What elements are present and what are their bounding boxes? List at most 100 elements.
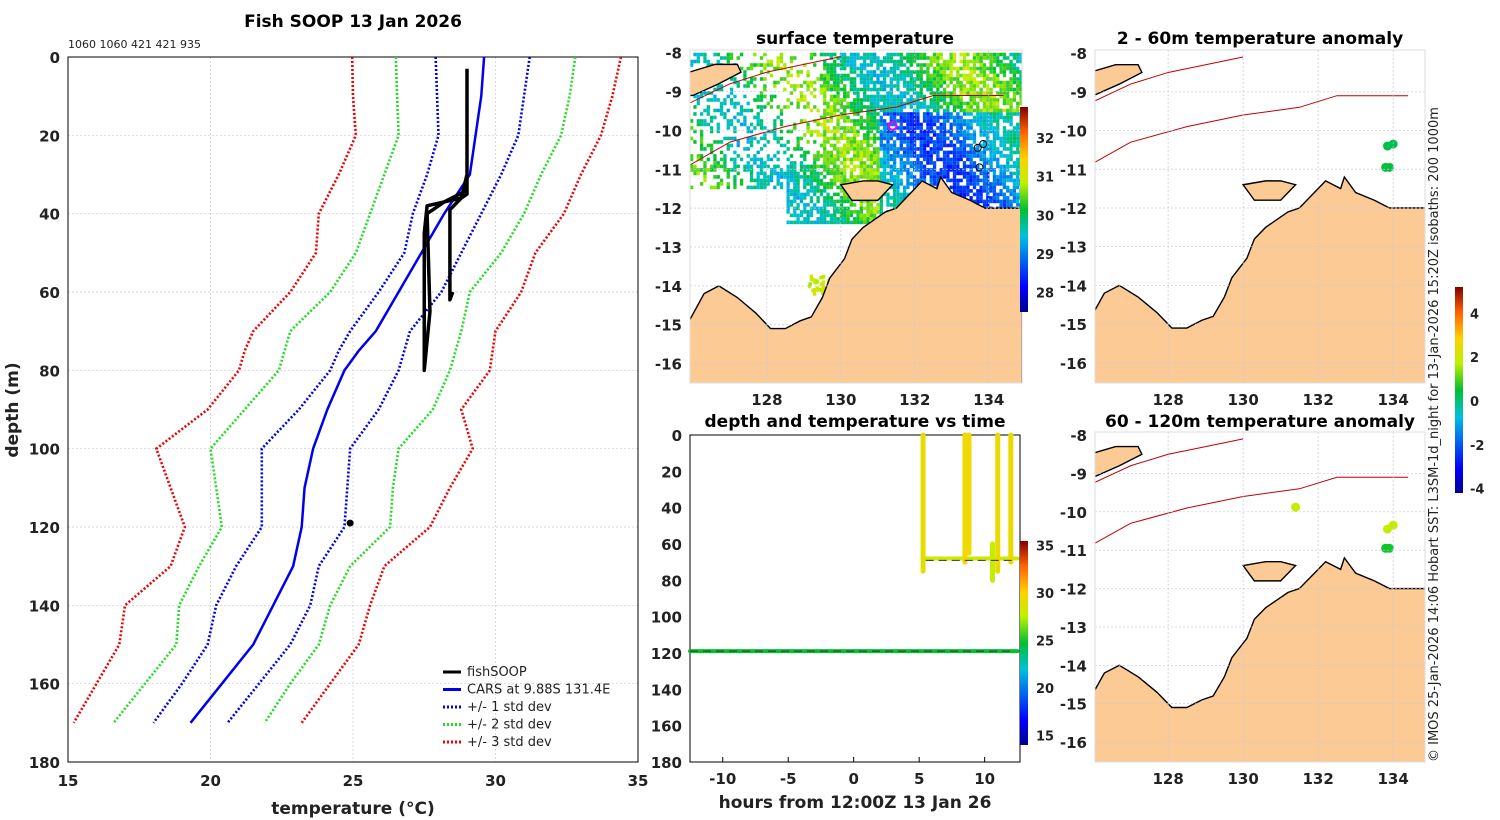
sst-pixel (769, 105, 774, 109)
sst-pixel (962, 161, 967, 165)
sst-pixel (816, 108, 820, 113)
sst-pixel (959, 66, 963, 71)
sst-pixel (889, 168, 893, 172)
sst-pixel (829, 52, 834, 57)
sst-pixel (902, 161, 907, 165)
sst-pixel (916, 108, 920, 113)
sst-pixel (773, 133, 777, 137)
sst-pixel (909, 129, 913, 134)
sst-pixel (919, 129, 923, 134)
sst-pixel (746, 84, 750, 88)
sst-pixel (856, 157, 860, 162)
sst-pixel (789, 56, 794, 60)
sst-pixel (929, 98, 933, 102)
island-land (1241, 180, 1297, 201)
anomaly-point (1384, 162, 1394, 172)
sst-pixel (952, 175, 957, 179)
sst-pixel (829, 150, 834, 155)
sst-pixel (982, 119, 987, 123)
sst-pixel (956, 94, 960, 99)
sst-pixel (892, 143, 897, 148)
sst-pixel (856, 133, 860, 137)
sst-pixel (823, 73, 827, 78)
sst-pixel (866, 140, 870, 144)
sst-pixel (889, 87, 893, 92)
sst-pixel (873, 73, 877, 78)
sst-pixel (807, 284, 812, 289)
sst-pixel (932, 171, 937, 176)
sst-pixel (1009, 178, 1013, 183)
sst-pixel (982, 129, 987, 134)
sst-pixel (989, 185, 993, 190)
sst-pixel (959, 84, 963, 88)
sst-pixel (906, 73, 910, 78)
sst-pixel (823, 87, 827, 92)
sst-pixel (719, 164, 724, 169)
sst-pixel (966, 112, 970, 116)
sst-pixel (1016, 136, 1020, 141)
sst-pixel (902, 73, 907, 78)
sst-pixel (886, 129, 890, 134)
sst-pixel (823, 122, 827, 127)
std-line-upper (226, 56, 531, 724)
sst-pixel (929, 161, 933, 165)
sst-pixel (916, 56, 920, 60)
sst-pixel (769, 175, 774, 179)
sst-pixel (1002, 73, 1007, 78)
sst-pixel (693, 59, 697, 64)
sst-pixel (976, 150, 980, 155)
sst-pixel (909, 56, 913, 60)
sst-pixel (779, 171, 784, 176)
sst-pixel (876, 171, 880, 176)
sst-pixel (992, 105, 997, 109)
sst-pixel (952, 115, 957, 120)
sst-pixel (979, 122, 983, 127)
sst-pixel (932, 175, 937, 179)
sst-pixel (866, 217, 870, 221)
sst-pixel (979, 52, 983, 57)
sst-pixel (906, 122, 910, 127)
sst-pixel (703, 164, 707, 169)
anomaly-colorbar-label: 0 (1470, 395, 1479, 410)
sst-pixel (979, 87, 983, 92)
sst-pixel (899, 63, 903, 67)
sst-pixel (949, 80, 953, 85)
sst-pixel (1002, 115, 1007, 120)
sst-pixel (949, 164, 953, 169)
sst-pixel (849, 140, 854, 144)
sst-pixel (812, 278, 816, 282)
lon-tick-label: 134 (1377, 770, 1408, 788)
sst-pixel (766, 101, 770, 106)
sst-pixel (816, 288, 820, 292)
sst-pixel (1012, 80, 1017, 85)
sst-pixel (759, 147, 764, 151)
sst-pixel (956, 70, 960, 74)
anomaly-top-title: 2 - 60m temperature anomaly (1117, 29, 1403, 49)
sst-pixel (879, 164, 883, 169)
sst-pixel (979, 178, 983, 183)
sst-pixel (823, 143, 827, 148)
sst-pixel (690, 168, 694, 172)
sst-pixel (966, 66, 970, 71)
sst-pixel (843, 87, 847, 92)
sst-pixel (982, 94, 987, 99)
sst-pixel (853, 157, 857, 162)
sst-pixel (982, 122, 987, 127)
sst-pixel (1012, 52, 1017, 57)
sst-pixel (892, 98, 897, 102)
sst-pixel (949, 150, 953, 155)
sst-pixel (999, 87, 1003, 92)
sst-pixel (986, 101, 990, 106)
sst-pixel (773, 84, 777, 88)
sst-pixel (833, 77, 837, 81)
sst-pixel (989, 122, 993, 127)
sst-pixel (959, 185, 963, 190)
sst-pixel (853, 133, 857, 137)
sst-pixel (729, 101, 734, 106)
sst-pixel (889, 59, 893, 64)
sst-pixel (776, 150, 780, 155)
sst-pixel (849, 178, 854, 183)
sst-pixel (826, 157, 830, 162)
sst-pixel (969, 119, 973, 123)
sst-pixel (992, 157, 997, 162)
